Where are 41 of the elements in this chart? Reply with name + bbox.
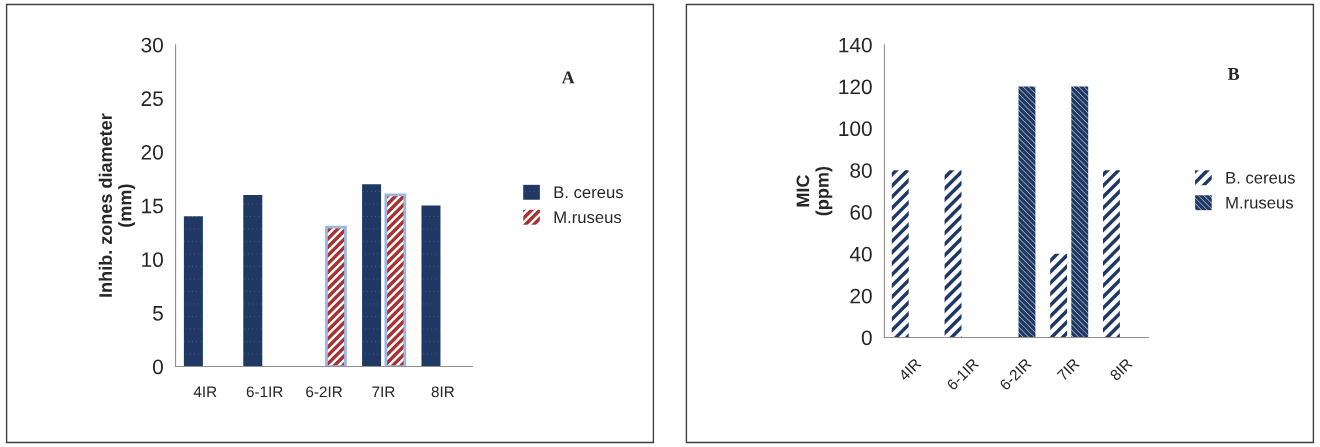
y-tick-label: 140 <box>839 37 872 53</box>
y-tick-label: 0 <box>152 359 163 375</box>
x-tick-label: 7IR <box>372 386 395 398</box>
bar <box>243 194 263 367</box>
y-tick-label: 30 <box>141 37 163 53</box>
y-tick-label: 80 <box>850 163 872 178</box>
legend-label: M.ruseus <box>554 211 622 224</box>
text: B <box>1227 68 1240 80</box>
bar <box>944 170 962 338</box>
y-tick-label: 10 <box>142 252 163 268</box>
y-tick-label: 60 <box>850 205 872 220</box>
x-tick-label: 6-2IR <box>306 386 343 398</box>
bar <box>362 184 382 367</box>
x-tick-label: 7IR <box>1056 357 1080 382</box>
bar <box>421 205 441 367</box>
bar <box>1071 86 1089 338</box>
bar <box>1018 86 1036 338</box>
x-tick-label: 8IR <box>431 386 455 398</box>
y-axis-title: MIC (ppm) <box>796 166 833 216</box>
bar <box>183 216 203 367</box>
x-tick-label: 6-1IR <box>246 386 283 398</box>
text: A <box>561 71 575 84</box>
y-tick-label: 5 <box>153 306 163 321</box>
y-tick-label: 100 <box>839 121 872 137</box>
y-tick-label: 15 <box>142 198 163 214</box>
legend-label: B. cereus <box>554 186 623 199</box>
bar <box>1102 170 1120 338</box>
y-tick-label: 0 <box>861 330 872 346</box>
legend-label: B. cereus <box>1226 172 1295 184</box>
x-tick-label: 8IR <box>1109 357 1133 382</box>
y-tick-label: 40 <box>849 246 872 262</box>
x-tick-label: 4IR <box>193 386 217 398</box>
y-tick-label: 20 <box>850 288 872 304</box>
y-tick-label: 120 <box>839 79 872 95</box>
legend-label: M.ruseus <box>1226 196 1294 209</box>
y-axis-title: Inhib. zones diameter (mm) <box>98 113 136 297</box>
y-tick-label: 20 <box>141 144 163 160</box>
bar <box>891 170 909 338</box>
y-tick-label: 25 <box>141 91 163 107</box>
x-tick-label: 4IR <box>898 357 922 382</box>
bar <box>1050 253 1068 338</box>
